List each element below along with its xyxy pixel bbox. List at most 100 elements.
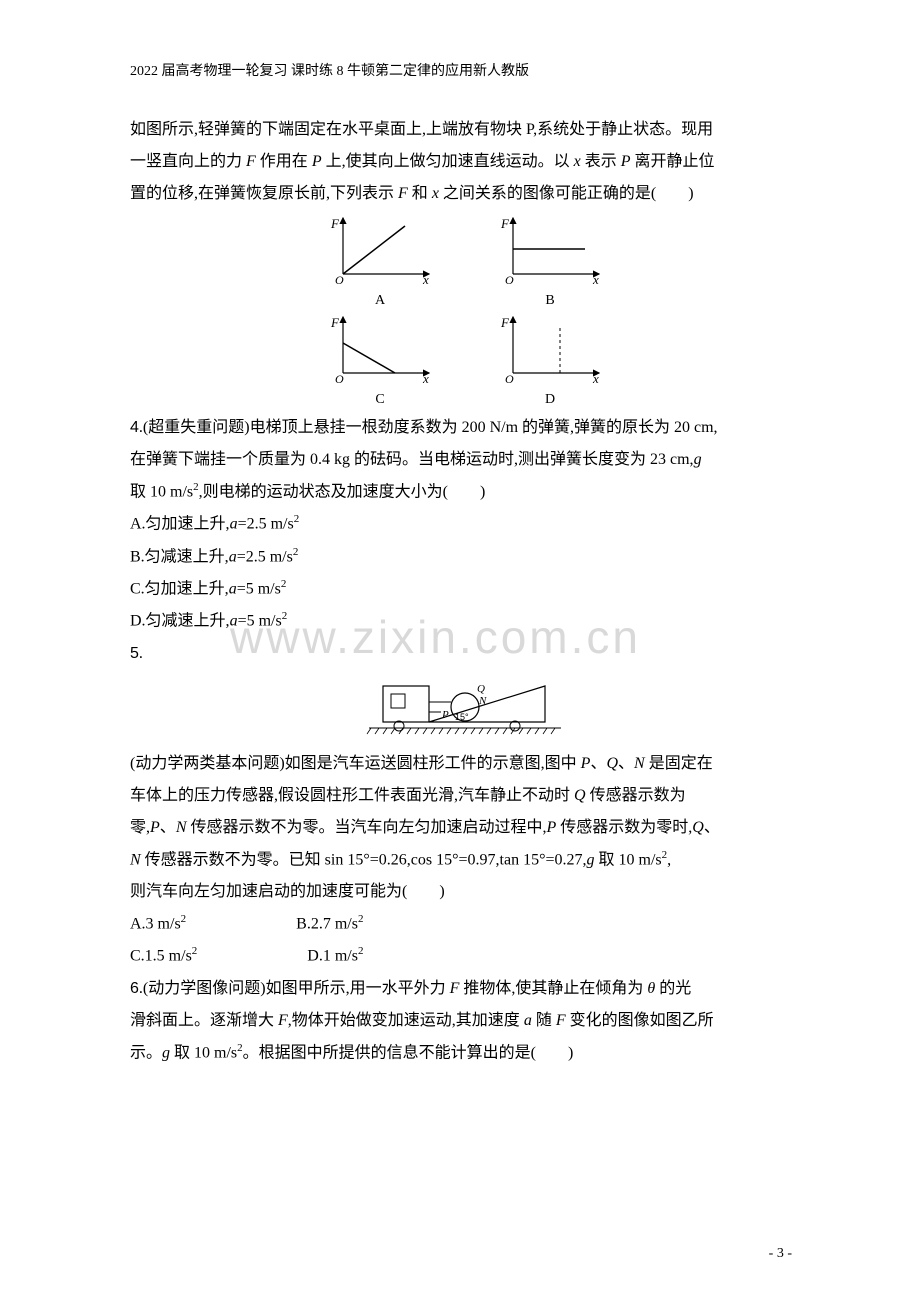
text: , <box>667 851 671 868</box>
text: ,物体开始做变加速运动,其加速度 <box>288 1012 524 1029</box>
text: 的光 <box>655 980 691 997</box>
text: 传感器示数不为零。已知 sin 15°=0.26,cos 15°=0.97,ta… <box>141 851 587 868</box>
ylabel: F <box>330 315 340 330</box>
var-N: N <box>130 851 141 868</box>
var-g: g <box>587 851 595 868</box>
text: =2.5 m/s <box>237 548 293 565</box>
text: .(动力学图像问题)如图甲所示,用一水平外力 <box>139 980 450 997</box>
text: 变化的图像如图乙所 <box>566 1012 714 1029</box>
graph-A: F O x A <box>325 214 435 309</box>
q5-optA: A.3 m/s2 <box>130 908 186 940</box>
text: A.匀加速上升, <box>130 516 230 533</box>
var-N: N <box>176 819 187 836</box>
text: 、 <box>160 819 176 836</box>
page-number: - 3 - <box>769 1246 792 1262</box>
graph-C-label: C <box>325 392 435 408</box>
xlabel: x <box>422 371 429 385</box>
ylabel: F <box>500 216 510 231</box>
graph-row-2: F O x C F O x D <box>130 313 800 408</box>
var-N: N <box>634 755 645 772</box>
truck-N: N <box>478 695 487 707</box>
text: 示。 <box>130 1044 162 1061</box>
graph-D: F O x D <box>495 313 605 408</box>
origin: O <box>505 273 514 286</box>
xlabel: x <box>592 371 599 385</box>
text: 、 <box>704 819 720 836</box>
graph-A-label: A <box>325 293 435 309</box>
origin: O <box>335 273 344 286</box>
graph-C: F O x C <box>325 313 435 408</box>
sup2: 2 <box>181 913 187 925</box>
q5-opts-CD: C.1.5 m/s2 D.1 m/s2 <box>130 940 800 972</box>
text: 上,使其向上做匀加速直线运动。以 <box>322 153 574 170</box>
text: 滑斜面上。逐渐增大 <box>130 1012 278 1029</box>
q5-num-line: 5. <box>130 638 800 670</box>
q5-optC: C.1.5 m/s2 <box>130 940 197 972</box>
text: ,则电梯的运动状态及加速度大小为( ) <box>199 483 486 500</box>
text: 传感器示数为零时, <box>556 819 692 836</box>
text: 、 <box>590 755 606 772</box>
truck-diagram: Q N P 15° <box>130 678 800 740</box>
text: 之间关系的图像可能正确的是( ) <box>439 185 694 202</box>
var-a: a <box>229 548 237 565</box>
ylabel: F <box>500 315 510 330</box>
text: 取 10 m/s <box>130 483 193 500</box>
text: 传感器示数不为零。当汽车向左匀加速启动过程中, <box>186 819 546 836</box>
var-F: F <box>278 1012 288 1029</box>
q5-num: 5 <box>130 645 139 662</box>
page-header: 2022 届高考物理一轮复习 课时练 8 牛顿第二定律的应用新人教版 <box>130 60 800 80</box>
text: 在弹簧下端挂一个质量为 0.4 kg 的砝码。当电梯运动时,测出弹簧长度变为 2… <box>130 451 694 468</box>
text: D.1 m/s <box>307 948 358 965</box>
var-P: P <box>547 819 557 836</box>
q5-line5: 则汽车向左匀加速启动的加速度可能为( ) <box>130 876 800 908</box>
text: 取 10 m/s <box>170 1044 237 1061</box>
text: 和 <box>408 185 432 202</box>
var-Q: Q <box>606 755 618 772</box>
var-a: a <box>230 516 238 533</box>
q5-line3: 零,P、N 传感器示数不为零。当汽车向左匀加速启动过程中,P 传感器示数为零时,… <box>130 812 800 844</box>
truck-P: P <box>441 709 449 721</box>
origin: O <box>505 372 514 385</box>
origin: O <box>335 372 344 385</box>
text: 、 <box>618 755 634 772</box>
text: A.3 m/s <box>130 915 181 932</box>
q4-optB: B.匀减速上升,a=2.5 m/s2 <box>130 541 800 573</box>
truck-svg: Q N P 15° <box>365 678 565 740</box>
q3-line3: 置的位移,在弹簧恢复原长前,下列表示 F 和 x 之间关系的图像可能正确的是( … <box>130 178 800 210</box>
text: =5 m/s <box>238 613 282 630</box>
var-g: g <box>694 451 702 468</box>
text: B.2.7 m/s <box>296 915 358 932</box>
graph-B-svg: F O x <box>495 214 605 286</box>
text: 推物体,使其静止在倾角为 <box>459 980 647 997</box>
var-Q: Q <box>692 819 704 836</box>
text: =5 m/s <box>237 580 281 597</box>
graph-B: F O x B <box>495 214 605 309</box>
xlabel: x <box>422 272 429 286</box>
text: =2.5 m/s <box>238 516 294 533</box>
text: 随 <box>532 1012 556 1029</box>
var-F: F <box>450 980 460 997</box>
sup2: 2 <box>358 945 364 957</box>
var-g: g <box>162 1044 170 1061</box>
q5-opts-AB: A.3 m/s2 B.2.7 m/s2 <box>130 908 800 940</box>
text: 。根据图中所提供的信息不能计算出的是( ) <box>243 1044 574 1061</box>
graph-B-label: B <box>495 293 605 309</box>
truck-Q: Q <box>477 683 485 695</box>
q4-line3: 取 10 m/s2,则电梯的运动状态及加速度大小为( ) <box>130 476 800 508</box>
text: .(超重失重问题)电梯顶上悬挂一根劲度系数为 200 N/m 的弹簧,弹簧的原长… <box>139 419 718 436</box>
q3-line1: 如图所示,轻弹簧的下端固定在水平桌面上,上端放有物块 P,系统处于静止状态。现用 <box>130 114 800 146</box>
var-a: a <box>229 580 237 597</box>
q6-line1: 6.(动力学图像问题)如图甲所示,用一水平外力 F 推物体,使其静止在倾角为 θ… <box>130 973 800 1005</box>
q4-optD: D.匀减速上升,a=5 m/s2 <box>130 605 800 637</box>
sup2: 2 <box>294 513 300 525</box>
q6-line2: 滑斜面上。逐渐增大 F,物体开始做变加速运动,其加速度 a 随 F 变化的图像如… <box>130 1005 800 1037</box>
q4-optA: A.匀加速上升,a=2.5 m/s2 <box>130 508 800 540</box>
text: 置的位移,在弹簧恢复原长前,下列表示 <box>130 185 398 202</box>
q5-optB: B.2.7 m/s2 <box>296 908 363 940</box>
var-a: a <box>524 1012 532 1029</box>
truck-angle: 15° <box>455 712 469 722</box>
text: C.1.5 m/s <box>130 948 192 965</box>
q5-line1: (动力学两类基本问题)如图是汽车运送圆柱形工件的示意图,图中 P、Q、N 是固定… <box>130 748 800 780</box>
text: 一竖直向上的力 <box>130 153 246 170</box>
graph-C-svg: F O x <box>325 313 435 385</box>
